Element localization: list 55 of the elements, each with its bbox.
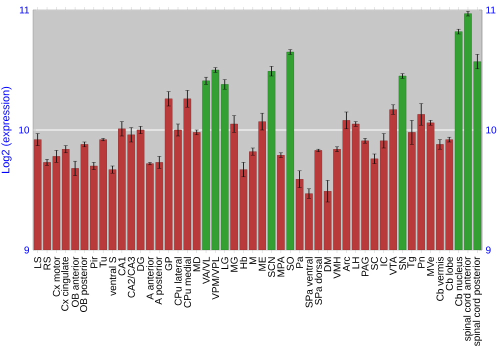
x-tick-label: MVe (427, 256, 434, 276)
x-tick-label: VA/VL (202, 256, 210, 284)
x-tick-label: Arc (342, 256, 350, 272)
x-tick-label: MPA (277, 256, 284, 277)
x-tick-label: Pa (296, 256, 304, 268)
y2-tick-label: 10 (486, 126, 496, 134)
x-tick-label: PAG (362, 257, 369, 276)
y-tick-label: 9 (24, 246, 30, 254)
x-tick-label: Tu (100, 257, 107, 268)
x-tick-label: Cb vermis (436, 256, 444, 301)
x-tick-label: DG (137, 257, 144, 271)
x-tick-label: LH (352, 257, 360, 268)
x-tick-label: LS (34, 256, 42, 268)
x-tick-label: Cb nucleus (454, 256, 462, 306)
x-tick-label: spinal cord posterior (472, 256, 482, 346)
x-tick-label: Cx motor (52, 256, 60, 296)
x-tick-label: Pn (418, 257, 425, 268)
y2-tick-label: 11 (486, 6, 496, 14)
x-tick-label: CPu medial (184, 257, 191, 308)
x-tick-label: IC (380, 256, 388, 266)
x-tick-label: RS (44, 256, 51, 270)
x-tick-label: CPu lateral (174, 257, 182, 306)
x-tick-label: GP (165, 257, 172, 270)
x-tick-label: M (249, 257, 256, 264)
x-tick-label: A posterior (154, 256, 164, 305)
y-tick-label: 10 (19, 126, 30, 134)
x-tick-label: SO (286, 256, 294, 270)
x-tick-label: LG (221, 257, 228, 269)
x-tick-label: VTA (390, 256, 397, 276)
x-tick-label: ME (258, 256, 266, 271)
x-tick-label: SPa ventral (305, 257, 313, 308)
x-tick-label: spinal cord anterior (463, 256, 473, 341)
x-tick-label: SPa dorsal (314, 257, 322, 305)
x-tick-label: Hb (240, 256, 248, 268)
x-tick-label: MD (193, 256, 200, 272)
x-tick-label: Cx cingulate (61, 256, 70, 311)
x-tick-label: OB posterior (80, 256, 90, 312)
x-tick-label: ventral S (108, 256, 116, 296)
x-tick-label: OB anterior (71, 256, 79, 307)
x-tick-label: CA2/CA3 (128, 256, 135, 298)
x-tick-label: Tg (407, 257, 416, 268)
x-tick-label: SN (398, 257, 406, 270)
x-tick-label: DM (324, 257, 332, 272)
x-tick-label: SCN (268, 257, 276, 278)
x-tick-label: SC (370, 256, 378, 270)
x-tick-label: VPM/VPL (212, 256, 220, 300)
x-tick-label: A anterior (146, 256, 154, 300)
x-tick-label: VMH (334, 257, 340, 279)
x-tick-label: MG (230, 257, 238, 272)
y-axis-title: Log2 (expression) (1, 86, 12, 173)
y2-tick-label: 9 (486, 246, 491, 254)
x-tick-label: Pir (90, 256, 98, 268)
y-tick-label: 11 (20, 6, 29, 14)
x-tick-label: CA1 (118, 257, 126, 276)
x-tick-label: Cb lobe (446, 256, 453, 290)
